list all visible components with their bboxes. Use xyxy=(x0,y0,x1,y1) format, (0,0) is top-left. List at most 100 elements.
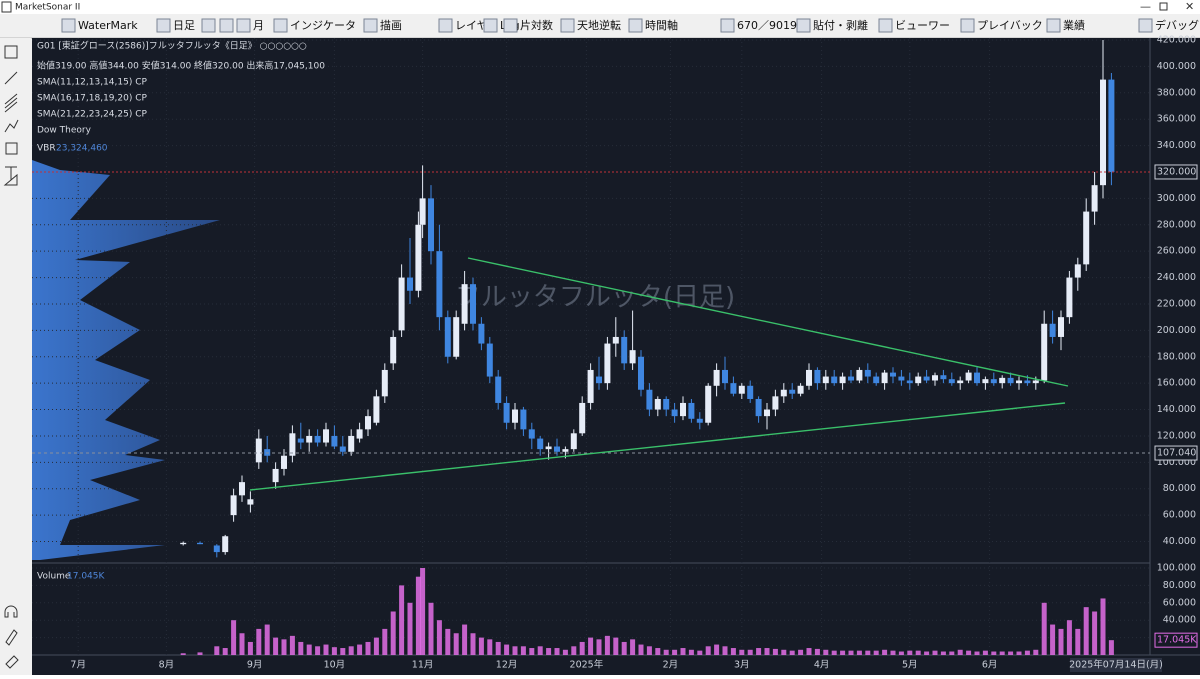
tool-channel[interactable] xyxy=(4,93,18,113)
volume-bar xyxy=(453,633,459,655)
candle-body xyxy=(696,418,703,423)
toolbar-icon[interactable] xyxy=(503,18,518,33)
volume-bar xyxy=(1041,602,1047,655)
candle-body xyxy=(314,435,321,443)
toolbar-item[interactable]: 時間軸 xyxy=(645,18,678,32)
candle-body xyxy=(1066,277,1073,318)
toolbar-item[interactable]: 月 xyxy=(253,19,264,32)
toolbar-icon[interactable] xyxy=(796,18,811,33)
maximize[interactable] xyxy=(1159,2,1168,11)
tool-box[interactable] xyxy=(5,142,18,155)
candle-body xyxy=(339,446,346,452)
y-tick-label: 160.000 xyxy=(1157,378,1196,389)
toolbar-item[interactable]: デバッグ xyxy=(1155,18,1199,32)
volume-bar xyxy=(512,646,518,655)
candle-body xyxy=(461,284,468,324)
candle-body xyxy=(755,398,762,417)
tool-text[interactable] xyxy=(5,166,17,180)
toolbar-icon[interactable] xyxy=(628,18,643,33)
toolbar-item[interactable]: 業績 xyxy=(1063,18,1085,32)
toolbar-icon[interactable] xyxy=(61,18,76,33)
tool-line[interactable] xyxy=(4,71,18,85)
y-tick-label: 60.000 xyxy=(1163,510,1196,521)
toolbar-icon[interactable] xyxy=(156,18,171,33)
x-tick-label: 10月 xyxy=(324,660,346,671)
toolbar-icon[interactable] xyxy=(201,18,216,33)
toolbar-icon[interactable] xyxy=(219,18,234,33)
toolbar-icon[interactable] xyxy=(720,18,735,33)
y-tick-label: 40.000 xyxy=(1163,536,1196,547)
candle-body xyxy=(923,376,930,381)
volume-bar xyxy=(357,644,363,655)
tool-pen[interactable] xyxy=(5,629,18,646)
toolbar-item[interactable]: WaterMark xyxy=(78,19,138,32)
volume-bar xyxy=(722,646,728,655)
tool-polyline[interactable] xyxy=(4,119,19,133)
toolbar-item[interactable]: 日足 xyxy=(173,19,195,32)
tool-fib[interactable] xyxy=(3,173,18,186)
watermark: フルッタフルッタ(日足) xyxy=(455,283,735,313)
candle-body xyxy=(239,482,245,496)
close[interactable]: ✕ xyxy=(1185,0,1194,13)
toolbar-icon[interactable] xyxy=(960,18,975,33)
toolbar-icon[interactable] xyxy=(363,18,378,33)
toolbar-icon[interactable] xyxy=(560,18,575,33)
volume-profile xyxy=(32,160,220,560)
volume-bar xyxy=(680,648,686,655)
toolbar-item[interactable]: プレイバック xyxy=(977,19,1043,32)
candle-body xyxy=(797,385,804,394)
candle-body xyxy=(428,198,434,252)
toolbar-item[interactable]: 片対数 xyxy=(520,18,553,32)
date-box xyxy=(1070,658,1162,672)
toolbar-icon[interactable] xyxy=(236,18,251,33)
candle-body xyxy=(247,499,254,505)
tool-sound[interactable] xyxy=(4,605,18,618)
indicator: SMA(16,17,18,19,20) CP xyxy=(37,94,148,104)
volume-bar xyxy=(747,649,753,655)
toolbar-icon[interactable] xyxy=(438,18,453,33)
toolbar-item[interactable]: 670／9019 xyxy=(737,19,797,32)
volume-bar xyxy=(949,651,955,655)
toolbar-item[interactable]: 貼付・剥離 xyxy=(813,18,868,32)
toolbar-icon[interactable] xyxy=(273,18,288,33)
volume-bar xyxy=(579,641,585,655)
trend-line-upper xyxy=(467,257,1069,387)
y-tick-label: 360.000 xyxy=(1157,114,1196,125)
x-tick-label: 7月 xyxy=(70,660,86,671)
volume-bar xyxy=(898,651,904,655)
toolbar-icon[interactable] xyxy=(878,18,893,33)
volume-bar xyxy=(596,639,602,655)
volume-bar xyxy=(478,637,484,655)
toolbar-icon[interactable] xyxy=(1046,18,1061,33)
volume-value: 17.045K xyxy=(67,572,105,582)
candle-body xyxy=(528,429,535,439)
volume-bar xyxy=(537,646,543,655)
candle-body xyxy=(323,429,329,443)
candle-body xyxy=(1007,377,1014,384)
candle-body xyxy=(1058,317,1064,337)
candle-body xyxy=(407,277,413,291)
toolbar-item[interactable]: 描画 xyxy=(380,18,402,32)
volume-bar xyxy=(214,646,220,655)
toolbar-icon[interactable] xyxy=(1138,18,1153,33)
toolbar-icon[interactable] xyxy=(483,18,498,33)
volume-bar xyxy=(772,648,778,655)
toolbar-item[interactable]: ビューワー xyxy=(895,19,950,32)
volume-bar xyxy=(982,650,988,655)
tool-eraser[interactable] xyxy=(5,655,19,669)
candle-body xyxy=(898,376,905,381)
toolbar-item[interactable]: 天地逆転 xyxy=(577,18,621,32)
candle-body xyxy=(486,343,493,377)
volume-bar xyxy=(407,602,413,655)
candle-body xyxy=(213,545,220,553)
window-controls[interactable]: — xyxy=(1140,0,1151,13)
tool-rect[interactable] xyxy=(4,45,18,59)
volume-bar xyxy=(613,637,619,655)
volume-bar xyxy=(924,651,930,655)
candle-body xyxy=(680,402,686,417)
volume-bar xyxy=(856,650,862,655)
candle-body xyxy=(264,449,271,456)
candle-body xyxy=(390,336,397,364)
volume-bar xyxy=(932,650,938,655)
toolbar-item[interactable]: インジケータ xyxy=(290,19,356,32)
